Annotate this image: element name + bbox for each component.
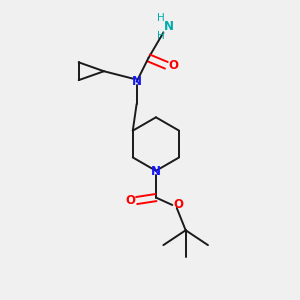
Text: H: H <box>157 31 164 40</box>
Text: O: O <box>174 199 184 212</box>
Text: O: O <box>125 194 135 207</box>
Text: N: N <box>151 165 161 178</box>
Text: N: N <box>164 20 174 33</box>
Text: H: H <box>157 13 164 23</box>
Text: N: N <box>132 75 142 88</box>
Text: O: O <box>168 59 178 72</box>
